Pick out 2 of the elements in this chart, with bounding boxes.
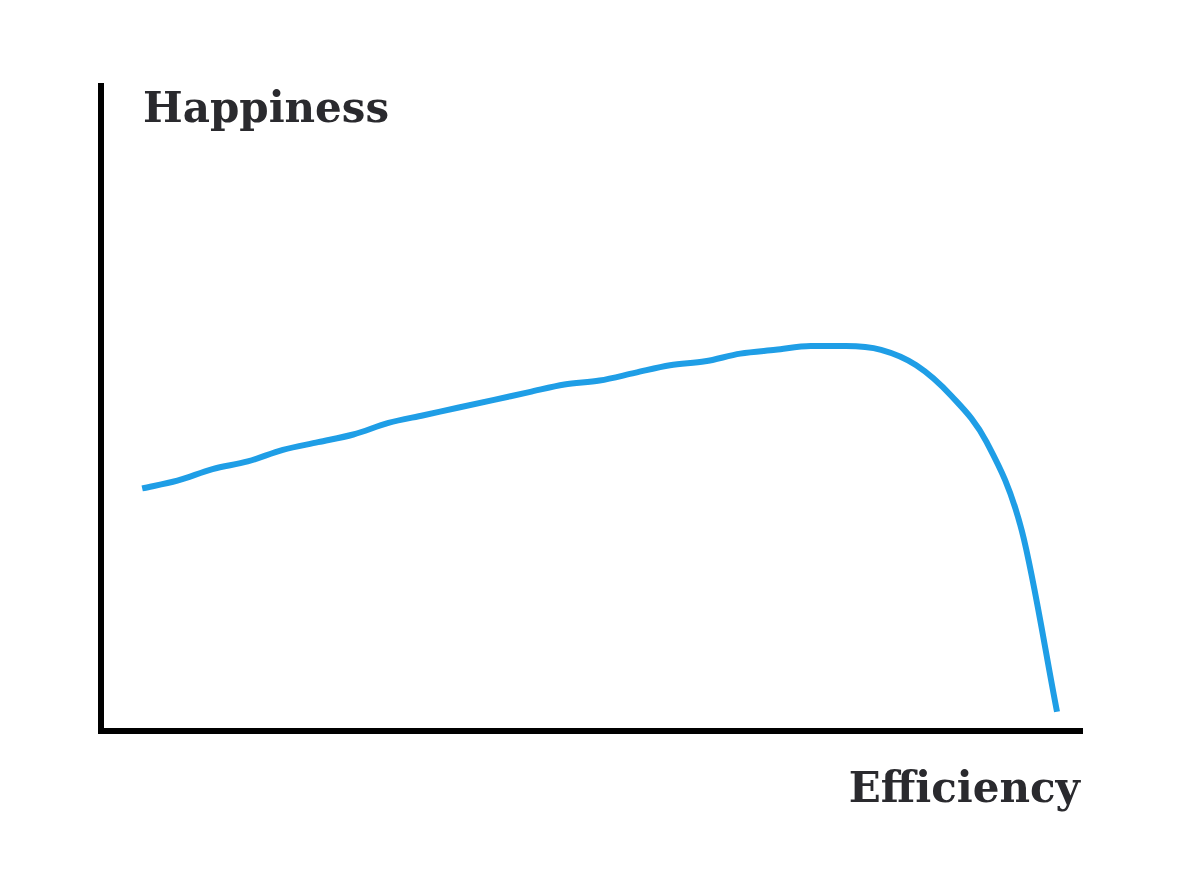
x-axis-title: Efficiency bbox=[848, 763, 1080, 812]
text: Happiness bbox=[143, 83, 390, 132]
